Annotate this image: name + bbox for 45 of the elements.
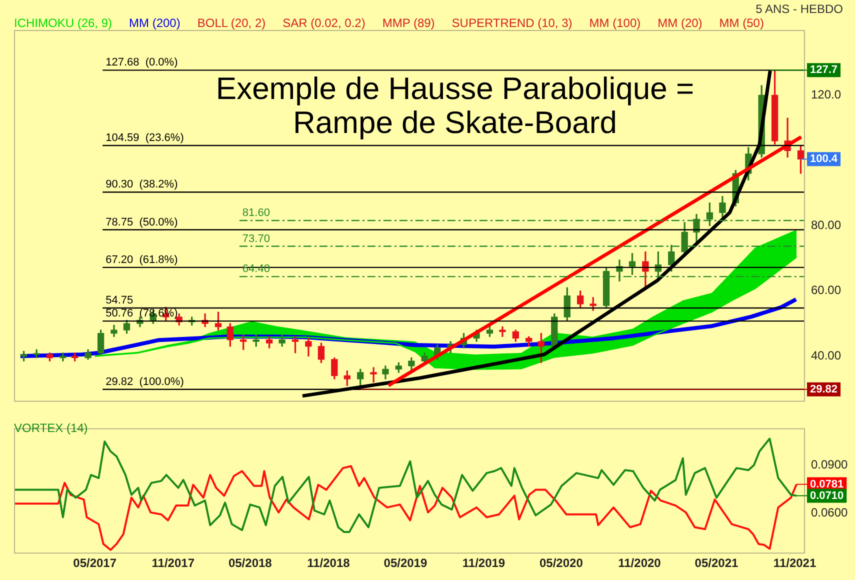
annotation: 29.82 — [810, 383, 838, 396]
chart-subtitle: 5 ANS - HEBDO — [756, 2, 843, 16]
text: BOLL (20, 2) — [197, 16, 266, 30]
text: MM (50) — [719, 16, 764, 30]
text: MMP (89) — [382, 16, 435, 30]
x-tick-label: 11/2017 — [152, 556, 195, 570]
y-tick-label: 40.00 — [811, 348, 842, 362]
text: MM (20) — [658, 16, 702, 30]
ref-line-label: 54.75 — [106, 294, 134, 307]
annotation: 0.0781 — [810, 478, 844, 490]
text: SAR (0.02, 0.2) — [282, 16, 366, 30]
x-tick-label: 05/2017 — [73, 556, 117, 570]
y-tick-label: 0.0900 — [811, 457, 848, 472]
text: Exemple de Hausse Parabolique = Rampe de Skate-Board — [215, 71, 695, 140]
ref-line-label: 78.75 (50.0%) — [106, 216, 178, 228]
y-tick-label: 60.00 — [811, 283, 842, 298]
x-tick-label: 05/2021 — [694, 556, 739, 570]
x-tick-label: 05/2020 — [539, 556, 584, 570]
x-tick-label: 11/2018 — [307, 556, 350, 570]
x-tick-label: 05/2018 — [228, 556, 272, 570]
ref-line-label: 29.82 (100.0%) — [106, 376, 184, 388]
ref-line-label: 127.68 (0.0%) — [106, 56, 178, 69]
y-tick-label: 80.00 — [811, 218, 842, 232]
y-tick-label: 120.0 — [811, 88, 842, 102]
text: ICHIMOKU (26, 9) — [14, 16, 112, 30]
candlestick — [370, 367, 377, 383]
y-tick-label: 0.0600 — [811, 506, 848, 520]
ref-line-label: 73.70 — [242, 232, 270, 245]
annotation: 127.7 — [810, 64, 838, 76]
candlestick — [499, 326, 506, 337]
x-tick-label: 05/2019 — [384, 556, 428, 570]
x-tick-label: 11/2019 — [462, 556, 506, 570]
ref-line-label: 104.59 (23.6%) — [106, 132, 184, 144]
annotation: 0.0710 — [810, 490, 844, 502]
ref-line-label: 81.60 — [242, 206, 270, 219]
text: MM (200) — [129, 16, 180, 30]
text: MM (100) — [589, 16, 641, 30]
x-tick-label: 11/2020 — [618, 556, 662, 570]
ref-line-label: 90.30 (38.2%) — [106, 178, 178, 191]
ref-line-label: 67.20 (61.8%) — [106, 254, 178, 266]
x-tick-label: 11/2021 — [773, 556, 816, 570]
chart-title: VORTEX (14) — [14, 421, 88, 435]
text: SUPERTREND (10, 3) — [452, 16, 572, 30]
annotation: 100.4 — [810, 153, 838, 166]
candlestick — [60, 352, 66, 362]
